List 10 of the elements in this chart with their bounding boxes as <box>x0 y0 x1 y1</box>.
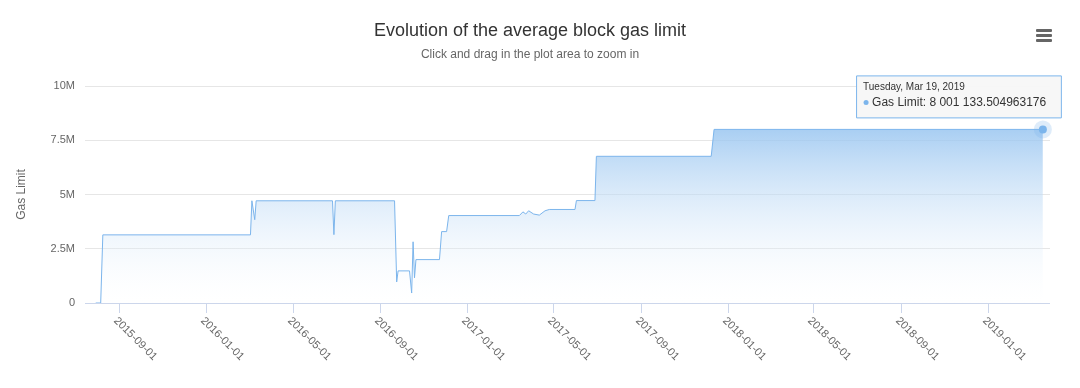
annotation: Gas Limit: 8 001 133.504963176 <box>872 94 1047 109</box>
y-tick-label: 0 <box>68 296 75 309</box>
y-tick-label: 7.5M <box>50 133 75 146</box>
annotation: Tuesday, Mar 19, 2019 <box>863 81 966 93</box>
chart-subtitle: Click and drag in the plot area to zoom in <box>420 47 640 62</box>
y-tick-label: 10M <box>53 79 75 92</box>
y-tick-label: 2.5M <box>50 241 75 254</box>
y-tick-label: 5M <box>59 187 75 200</box>
chart-title: Evolution of the average block gas limit <box>373 19 687 40</box>
y-axis-title: Gas Limit <box>13 168 28 220</box>
